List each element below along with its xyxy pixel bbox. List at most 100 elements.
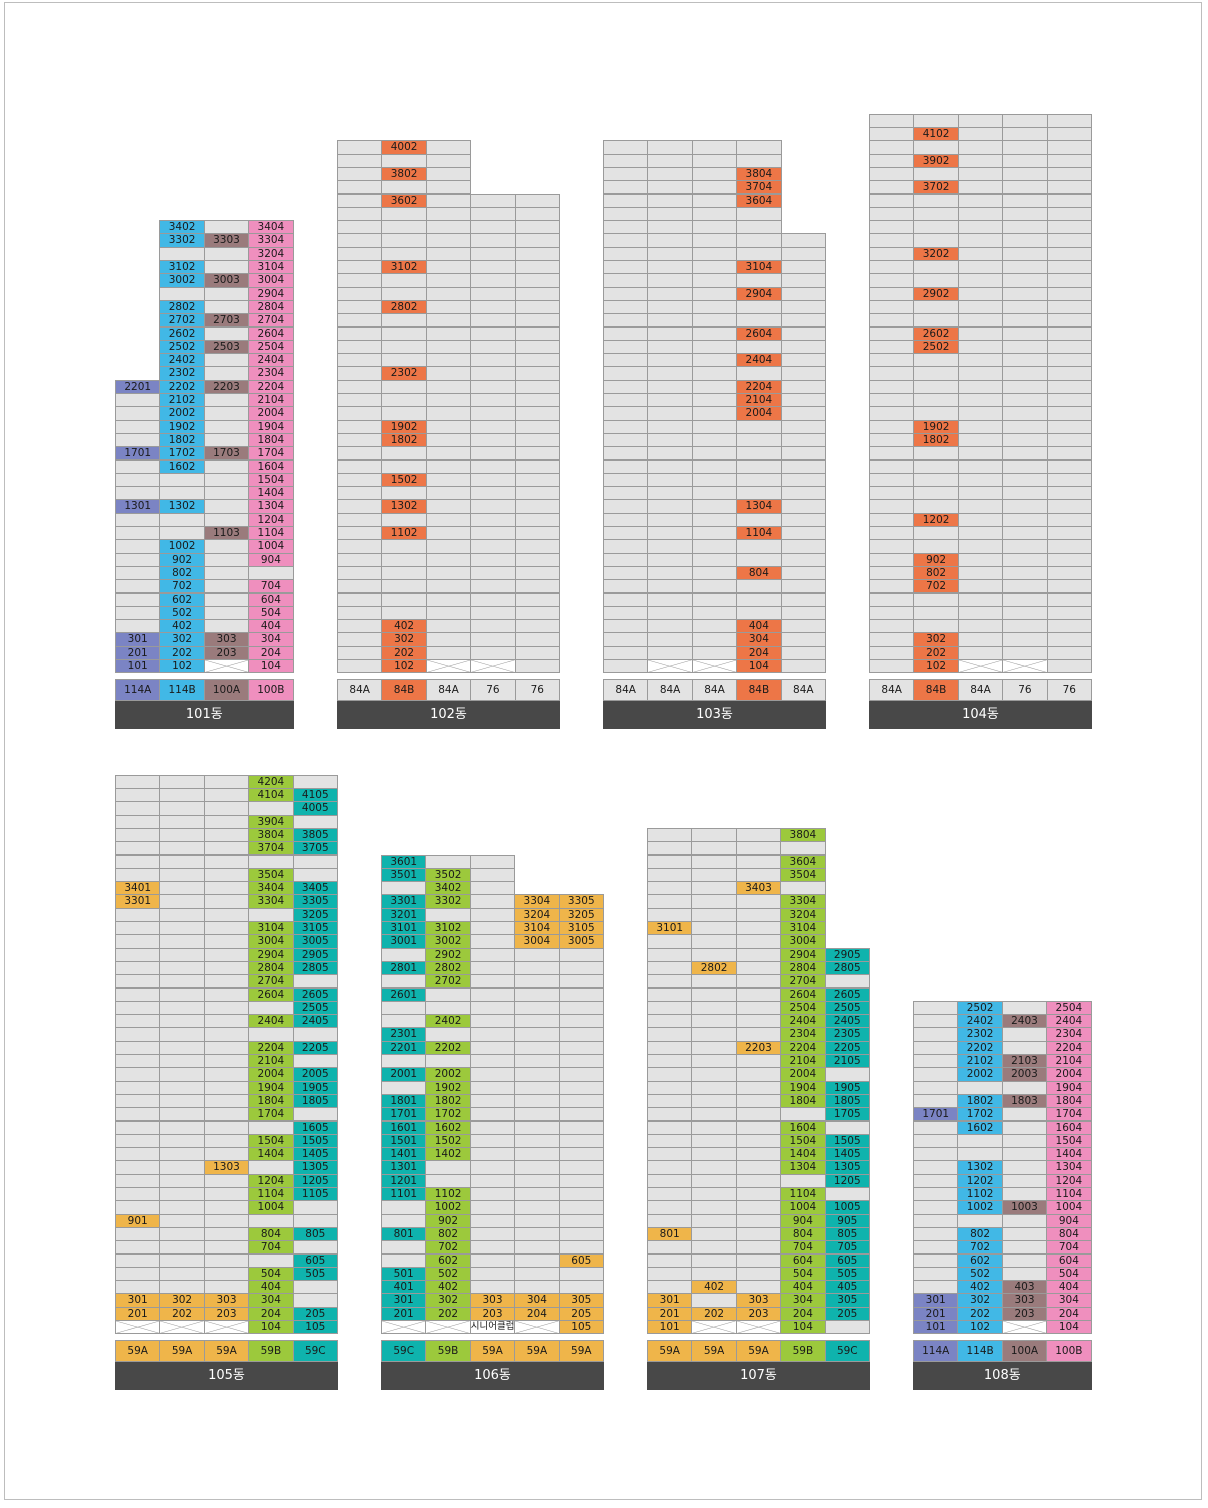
floor-cell bbox=[469, 947, 516, 962]
floor-cell bbox=[514, 1107, 560, 1122]
floor-cell bbox=[115, 801, 161, 816]
floor-cell bbox=[780, 1173, 826, 1188]
floor-cell bbox=[248, 907, 294, 922]
floor-cell bbox=[470, 353, 516, 368]
floor-cell bbox=[735, 1000, 782, 1016]
floor-cell bbox=[115, 934, 161, 949]
floor-cell bbox=[691, 1133, 737, 1149]
floor-cell bbox=[203, 867, 250, 883]
unit-cell: 1104 bbox=[736, 526, 782, 541]
unit-cell: 2105 bbox=[824, 1054, 870, 1069]
floor-cell bbox=[647, 406, 693, 421]
unit-cell: 1303 bbox=[203, 1160, 250, 1175]
floor-cell bbox=[647, 1040, 693, 1055]
floor-cell bbox=[469, 1187, 516, 1202]
unit-cell: 1605 bbox=[292, 1120, 338, 1135]
unit-cell: 1104 bbox=[1046, 1187, 1092, 1202]
unit-cell: 1204 bbox=[248, 1173, 294, 1188]
floor-cell bbox=[425, 632, 472, 647]
floor-cell bbox=[869, 539, 915, 554]
floor-cell bbox=[470, 233, 516, 248]
floor-cell bbox=[381, 233, 427, 248]
floor-cell bbox=[603, 446, 649, 461]
floor-cell bbox=[1046, 379, 1092, 394]
floor-cell bbox=[514, 419, 560, 434]
unit-cell: 1504 bbox=[780, 1133, 826, 1149]
unit-cell: 303 bbox=[469, 1293, 516, 1308]
floor-cell bbox=[1046, 353, 1092, 368]
floor-cell bbox=[203, 220, 250, 235]
unit-cell: 2402 bbox=[425, 1014, 471, 1029]
floor-cell bbox=[780, 526, 826, 541]
floor-cell bbox=[203, 947, 250, 962]
floor-cell bbox=[735, 1093, 782, 1109]
floor-cell bbox=[603, 233, 649, 248]
floor-cell bbox=[957, 366, 1004, 381]
floor-cell bbox=[647, 246, 693, 261]
floor-cell bbox=[203, 419, 250, 434]
floor-cell bbox=[957, 512, 1004, 527]
floor-cell bbox=[558, 1000, 604, 1016]
floor-cell bbox=[381, 313, 427, 328]
floor-cell bbox=[203, 827, 250, 843]
floor-cell bbox=[292, 1200, 338, 1215]
unit-cell: 1205 bbox=[292, 1173, 338, 1188]
floor-cell bbox=[913, 1253, 959, 1268]
unit-type-label: 59A bbox=[469, 1340, 516, 1363]
unit-cell: 204 bbox=[780, 1306, 826, 1321]
unit-cell: 2802 bbox=[425, 960, 471, 976]
floor-cell bbox=[381, 552, 427, 567]
floor-cell bbox=[115, 960, 161, 976]
unit-cell: 2302 bbox=[381, 366, 427, 381]
unit-cell: 2404 bbox=[248, 353, 294, 368]
unit-cell: 1602 bbox=[957, 1120, 1003, 1135]
unit-type-label: 59A bbox=[514, 1340, 560, 1363]
floor-cell bbox=[203, 1280, 250, 1295]
unit-cell: 3301 bbox=[115, 894, 161, 909]
floor-cell bbox=[1002, 153, 1048, 168]
floor-cell bbox=[337, 313, 383, 328]
floor-cell bbox=[780, 339, 826, 355]
floor-cell bbox=[1046, 127, 1092, 142]
unit-cell: 2905 bbox=[824, 947, 870, 962]
floor-cell bbox=[115, 472, 161, 488]
floor-cell bbox=[470, 313, 516, 328]
floor-cell bbox=[159, 1000, 205, 1016]
floor-cell bbox=[691, 1200, 737, 1215]
unit-cell: 102 bbox=[381, 659, 427, 674]
floor-cell bbox=[159, 894, 205, 909]
floor-cell bbox=[603, 260, 649, 275]
unit-cell: 3304 bbox=[514, 894, 560, 909]
unit-type-label: 114B bbox=[957, 1340, 1003, 1363]
floor-cell bbox=[913, 1120, 959, 1135]
floor-cell bbox=[780, 432, 826, 448]
floor-cell bbox=[691, 393, 738, 408]
floor-cell bbox=[780, 645, 826, 660]
floor-cell bbox=[691, 841, 737, 856]
floor-cell bbox=[1001, 1147, 1048, 1162]
floor-cell bbox=[337, 379, 383, 394]
floor-cell bbox=[691, 1040, 737, 1055]
floor-cell bbox=[115, 1187, 161, 1202]
unit-cell: 905 bbox=[824, 1213, 870, 1228]
floor-cell bbox=[425, 273, 472, 288]
floor-cell bbox=[647, 446, 693, 461]
floor-cell bbox=[735, 907, 782, 922]
unit-cell: 1404 bbox=[248, 486, 294, 501]
floor-cell bbox=[381, 339, 427, 355]
floor-cell bbox=[469, 1067, 516, 1082]
floor-cell bbox=[957, 299, 1004, 315]
unit-cell: 2104 bbox=[248, 393, 294, 408]
floor-cell bbox=[691, 512, 738, 527]
floor-cell bbox=[735, 947, 782, 962]
floor-cell bbox=[735, 1253, 782, 1268]
floor-cell bbox=[913, 299, 959, 315]
unit-type-label: 84A bbox=[647, 679, 693, 702]
floor-cell bbox=[425, 339, 472, 355]
floor-cell bbox=[1046, 299, 1092, 315]
floor-cell bbox=[514, 1187, 560, 1202]
floor-cell bbox=[203, 1200, 250, 1215]
unit-cell: 4104 bbox=[248, 788, 294, 803]
unit-cell: 1804 bbox=[1046, 1093, 1092, 1109]
floor-cell bbox=[736, 419, 782, 434]
